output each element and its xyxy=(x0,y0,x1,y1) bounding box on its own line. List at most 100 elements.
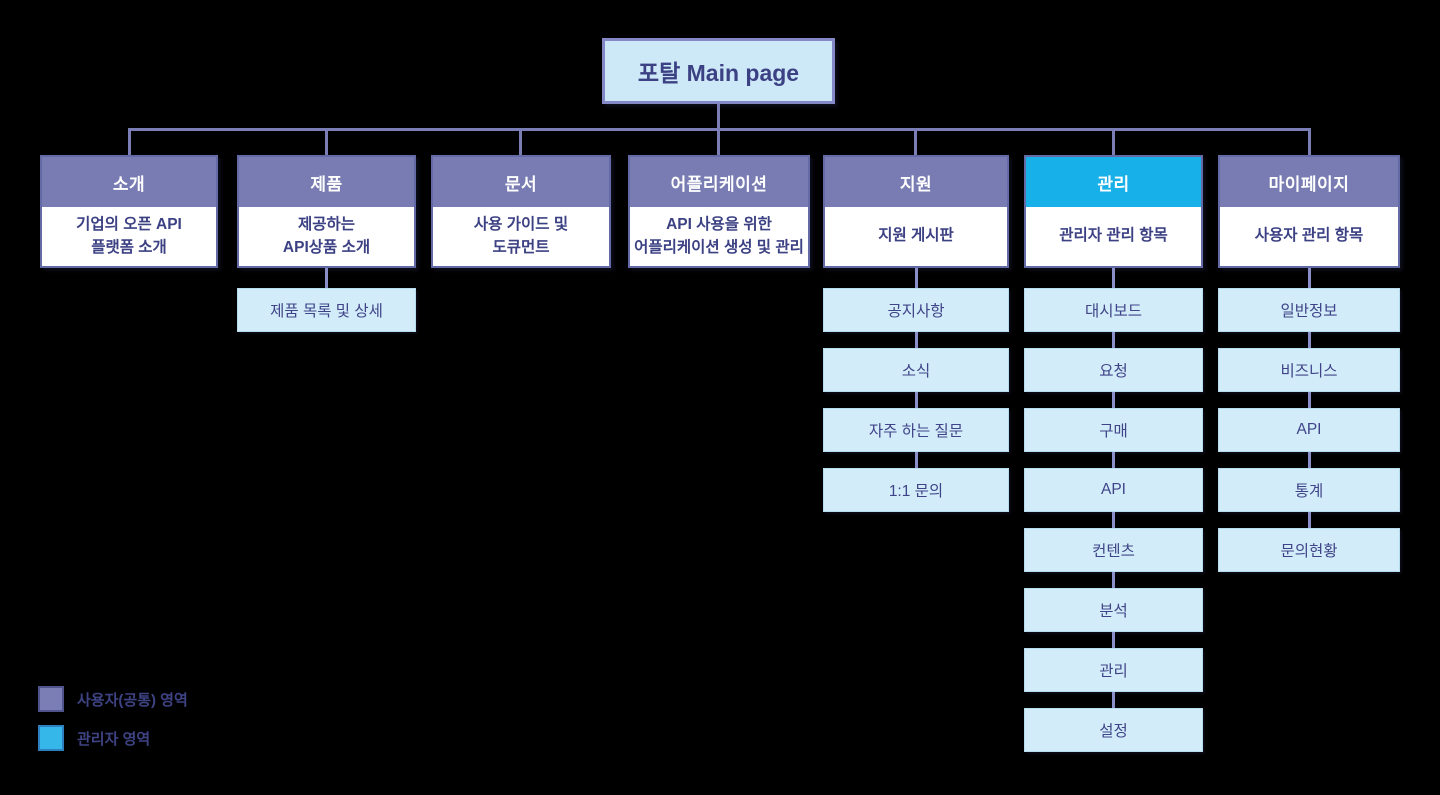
leaf-node-notice: 공지사항 xyxy=(823,288,1009,332)
node-docs-header: 문서 xyxy=(433,157,609,207)
node-intro-header: 소개 xyxy=(42,157,216,207)
leaf-node-contents: 컨텐츠 xyxy=(1024,528,1203,572)
leaf-node-business: 비즈니스 xyxy=(1218,348,1400,392)
node-products: 제품 제공하는 API상품 소개 xyxy=(237,155,416,268)
leaf-label: API xyxy=(1296,421,1322,438)
connector-link xyxy=(1112,692,1115,708)
leaf-node-settings: 설정 xyxy=(1024,708,1203,752)
desc-line: 플랫폼 소개 xyxy=(91,238,167,256)
connector-link xyxy=(1307,512,1311,528)
connector-link xyxy=(1112,452,1115,468)
root-node-label: 포탈 Main page xyxy=(637,60,800,86)
node-mypage: 마이페이지 사용자 관리 항목 xyxy=(1218,155,1400,268)
leaf-label: 설정 xyxy=(1099,723,1128,740)
node-products-header: 제품 xyxy=(239,157,414,207)
leaf-node-faq: 자주 하는 질문 xyxy=(823,408,1009,452)
connector-link xyxy=(1112,632,1115,648)
node-mypage-header: 마이페이지 xyxy=(1220,157,1398,207)
desc-line: 도큐먼트 xyxy=(492,238,550,256)
leaf-node-news: 소식 xyxy=(823,348,1009,392)
connector-stub-docs xyxy=(519,128,522,155)
node-support-title: 지원 xyxy=(899,174,933,194)
connector-link xyxy=(1307,392,1311,408)
leaf-label: 분석 xyxy=(1099,603,1128,620)
connector-link xyxy=(1112,512,1115,528)
node-application-desc: API 사용을 위한 어플리케이션 생성 및 관리 xyxy=(630,207,808,266)
leaf-node-product-list: 제품 목록 및 상세 xyxy=(237,288,416,332)
node-application-title: 어플리케이션 xyxy=(670,174,768,194)
leaf-label: API xyxy=(1101,481,1126,498)
legend-user-label: 사용자(공통) 영역 xyxy=(77,691,188,709)
node-intro: 소개 기업의 오픈 API 플랫폼 소개 xyxy=(40,155,218,268)
legend-admin-label: 관리자 영역 xyxy=(77,730,151,748)
node-support-desc: 지원 게시판 xyxy=(825,207,1007,266)
legend-user-area: 사용자(공통) 영역 xyxy=(38,686,188,712)
node-docs-title: 문서 xyxy=(504,174,538,194)
connector-link xyxy=(1307,332,1311,348)
node-admin-title: 관리 xyxy=(1097,174,1130,194)
column-products: 제품 제공하는 API상품 소개 제품 목록 및 상세 xyxy=(237,155,416,332)
column-mypage: 마이페이지 사용자 관리 항목 일반정보 비즈니스 API 통계 문의현황 xyxy=(1218,155,1400,572)
desc-line: 기업의 오픈 API xyxy=(76,216,182,234)
connector-link xyxy=(914,268,918,288)
leaf-label: 관리 xyxy=(1099,663,1128,680)
connector-link xyxy=(1112,332,1115,348)
legend-admin-area: 관리자 영역 xyxy=(38,725,188,751)
connector-stub-products xyxy=(325,128,328,155)
node-application-header: 어플리케이션 xyxy=(630,157,808,207)
desc-line: 제공하는 xyxy=(297,216,356,234)
leaf-node-api: API xyxy=(1024,468,1203,512)
connector-link xyxy=(914,332,918,348)
connector-link xyxy=(325,268,328,288)
leaf-label: 컨텐츠 xyxy=(1092,543,1135,560)
leaf-label: 비즈니스 xyxy=(1280,363,1338,380)
leaf-node-general-info: 일반정보 xyxy=(1218,288,1400,332)
desc-line: 어플리케이션 생성 및 관리 xyxy=(634,238,804,256)
node-admin-header: 관리 xyxy=(1026,157,1201,207)
legend: 사용자(공통) 영역 관리자 영역 xyxy=(38,686,188,764)
connector-link xyxy=(914,392,918,408)
leaf-node-analysis: 분석 xyxy=(1024,588,1203,632)
connector-root-stub xyxy=(717,104,720,129)
node-support: 지원 지원 게시판 xyxy=(823,155,1009,268)
connector-stub-mypage xyxy=(1308,128,1311,155)
leaf-node-inquiry-status: 문의현황 xyxy=(1218,528,1400,572)
node-docs-desc: 사용 가이드 및 도큐먼트 xyxy=(433,207,609,266)
connector-stub-intro xyxy=(128,128,131,155)
connector-stub-support xyxy=(914,128,917,155)
node-mypage-title: 마이페이지 xyxy=(1268,174,1350,194)
leaf-label: 소식 xyxy=(901,363,931,380)
leaf-node-api-mypage: API xyxy=(1218,408,1400,452)
desc-line: 지원 게시판 xyxy=(878,227,954,245)
connector-link xyxy=(1112,572,1115,588)
node-products-desc: 제공하는 API상품 소개 xyxy=(239,207,414,266)
leaf-label: 자주 하는 질문 xyxy=(868,423,964,440)
leaf-node-inquiry: 1:1 문의 xyxy=(823,468,1009,512)
connector-link xyxy=(1112,392,1115,408)
leaf-label: 문의현황 xyxy=(1280,543,1338,560)
legend-user-swatch-icon xyxy=(38,686,64,712)
desc-line: 사용자 관리 항목 xyxy=(1254,227,1364,245)
legend-admin-swatch-icon xyxy=(38,725,64,751)
leaf-label: 구매 xyxy=(1099,423,1128,440)
leaf-node-requests: 요청 xyxy=(1024,348,1203,392)
connector-stub-admin xyxy=(1112,128,1115,155)
connector-stub-application xyxy=(717,128,720,155)
node-application: 어플리케이션 API 사용을 위한 어플리케이션 생성 및 관리 xyxy=(628,155,810,268)
leaf-label: 대시보드 xyxy=(1084,303,1143,320)
node-admin: 관리 관리자 관리 항목 xyxy=(1024,155,1203,268)
leaf-node-dashboard: 대시보드 xyxy=(1024,288,1203,332)
leaf-label: 요청 xyxy=(1099,363,1128,380)
connector-link xyxy=(1307,452,1311,468)
desc-line: API 사용을 위한 xyxy=(666,216,772,234)
leaf-node-statistics: 통계 xyxy=(1218,468,1400,512)
connector-link xyxy=(1112,268,1115,288)
leaf-node-management: 관리 xyxy=(1024,648,1203,692)
node-support-header: 지원 xyxy=(825,157,1007,207)
desc-line: API상품 소개 xyxy=(282,238,371,256)
node-products-title: 제품 xyxy=(310,174,343,194)
leaf-node-purchase: 구매 xyxy=(1024,408,1203,452)
leaf-label: 일반정보 xyxy=(1280,303,1338,320)
node-mypage-desc: 사용자 관리 항목 xyxy=(1220,207,1398,266)
